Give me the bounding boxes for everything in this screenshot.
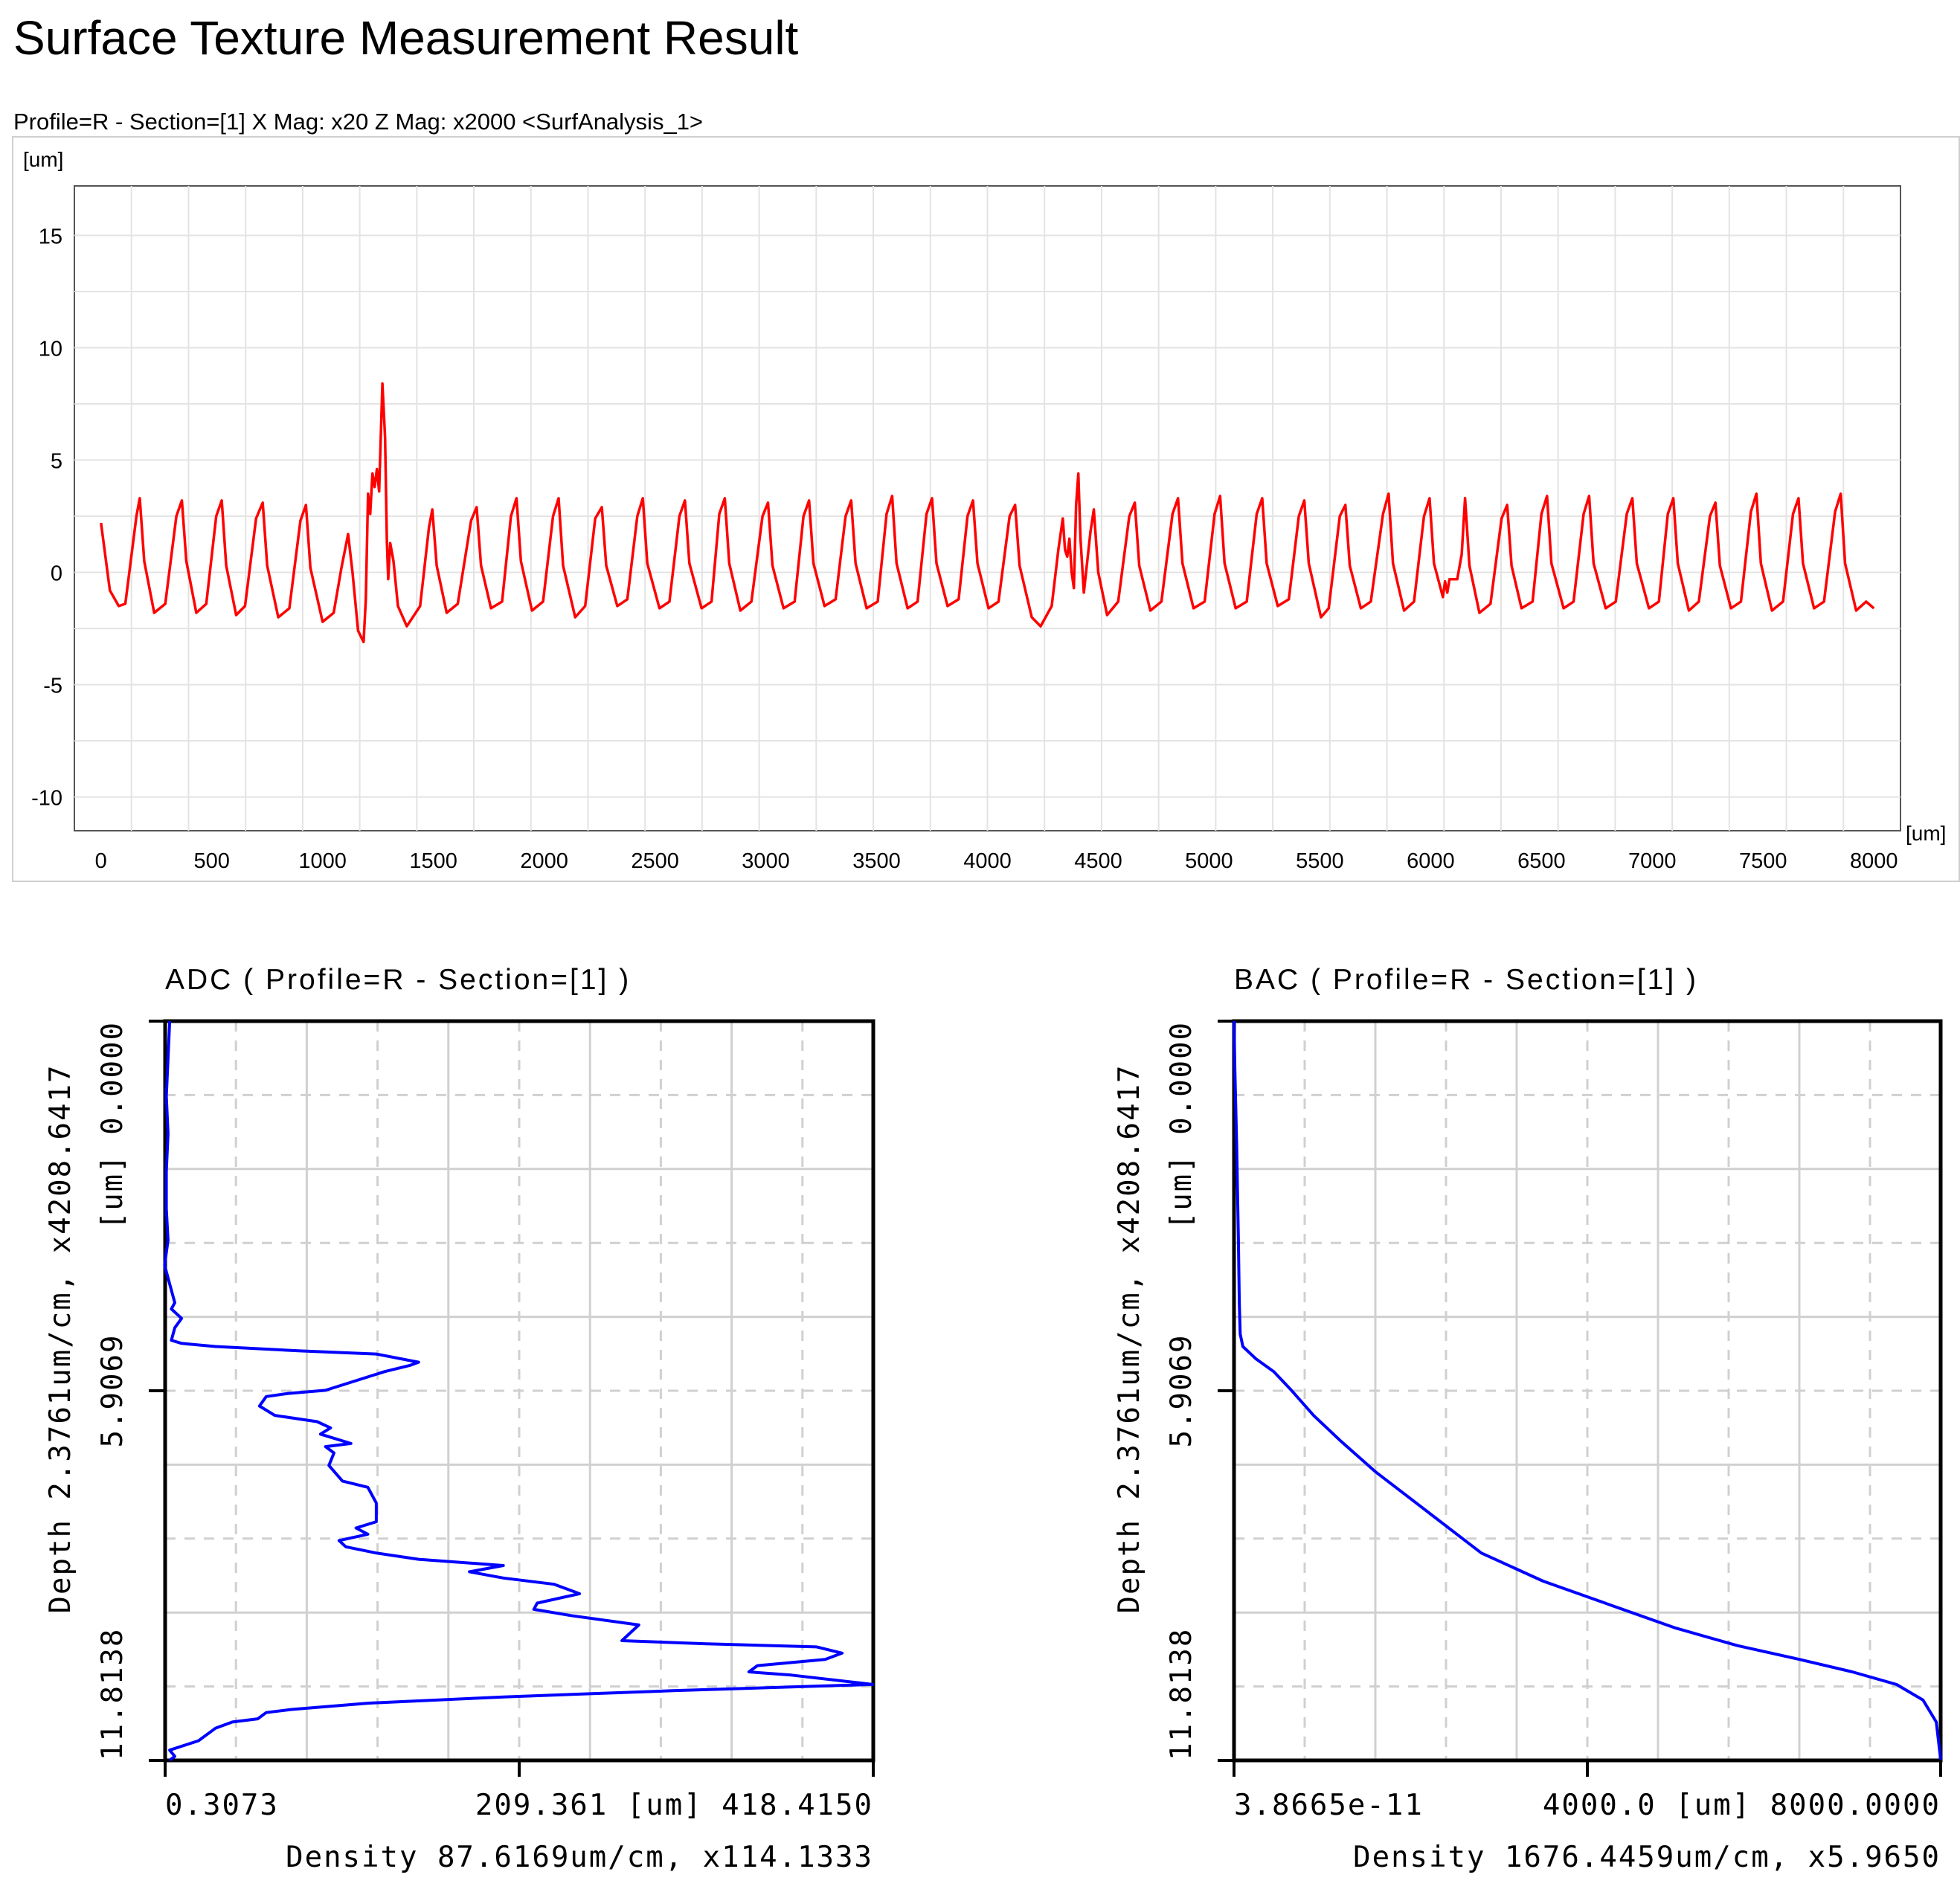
bac-x-axis-label: Density 1676.4459um/cm, x5.9650	[1353, 1841, 1941, 1874]
profile-y-tick-label: -5	[43, 675, 62, 698]
profile-x-tick-label: 2500	[631, 849, 679, 873]
profile-x-tick-label: 8000	[1850, 849, 1898, 873]
profile-x-unit-label: [um]	[1906, 822, 1946, 845]
profile-x-tick-label: 5000	[1185, 849, 1233, 873]
profile-x-tick-label: 4000	[963, 849, 1012, 873]
adc-y-tick-label: 5.9069	[96, 1334, 129, 1448]
bac-x-tick-label: 3.8665e-11	[1234, 1789, 1424, 1822]
bac-y-tick-label: 11.8138	[1165, 1628, 1198, 1760]
bac-y-tick-label: 5.9069	[1165, 1334, 1198, 1448]
adc-y-axis-label: Depth 2.3761um/cm, x4208.6417	[44, 1064, 77, 1614]
bac-chart-title: BAC ( Profile=R - Section=[1] )	[1234, 964, 1698, 996]
profile-y-tick-label: 5	[51, 450, 62, 474]
profile-x-tick-label: 6000	[1407, 849, 1455, 873]
bac-y-tick-label: [um] 0.0000	[1165, 1021, 1198, 1229]
adc-series-line	[163, 1020, 875, 1762]
profile-y-tick-label: -10	[31, 787, 62, 811]
adc-y-tick-label: 11.8138	[96, 1628, 129, 1760]
profile-x-tick-label: 1500	[409, 849, 457, 873]
adc-chart-title: ADC ( Profile=R - Section=[1] )	[165, 964, 631, 996]
profile-x-tick-label: 2000	[520, 849, 568, 873]
profile-y-tick-label: 15	[39, 225, 62, 248]
profile-x-tick-label: 4500	[1074, 849, 1122, 873]
adc-y-tick-label: [um] 0.0000	[96, 1021, 129, 1229]
profile-x-tick-label: 1000	[298, 849, 347, 873]
adc-x-axis-label: Density 87.6169um/cm, x114.1333	[286, 1841, 873, 1874]
bac-series-line	[1233, 1020, 1942, 1760]
profile-series-line	[100, 382, 1875, 643]
profile-x-tick-label: 5500	[1296, 849, 1344, 873]
adc-x-tick-label: 209.361 [um] 418.4150	[475, 1789, 873, 1822]
profile-x-tick-label: 7500	[1739, 849, 1787, 873]
profile-y-tick-label: 10	[39, 338, 62, 361]
adc-x-tick-label: 0.3073	[165, 1789, 279, 1822]
profile-x-tick-label: 0	[95, 849, 107, 873]
bac-y-axis-label: Depth 2.3761um/cm, x4208.6417	[1113, 1064, 1146, 1614]
profile-x-tick-label: 7000	[1628, 849, 1677, 873]
bac-chart: BAC ( Profile=R - Section=[1] ) 3.8665e-1…	[1113, 964, 1943, 1874]
profile-x-tick-label: 6500	[1517, 849, 1566, 873]
profile-y-unit-label: [um]	[23, 148, 63, 171]
bac-x-tick-label: 4000.0 [um] 8000.0000	[1543, 1789, 1941, 1822]
profile-x-tick-label: 3500	[852, 849, 901, 873]
page-title: Surface Texture Measurement Result	[13, 11, 799, 65]
profile-info: Profile=R - Section=[1] X Mag: x20 Z Mag…	[13, 109, 704, 135]
profile-chart: 0 500 1000 1500 2000 2500 3000 3500 4000 4500 5000…	[23, 148, 1946, 873]
profile-y-tick-label: 0	[51, 562, 62, 586]
profile-x-tick-label: 500	[194, 849, 230, 873]
adc-chart: ADC ( Profile=R - Section=[1] ) 0.3073 209…	[44, 964, 875, 1874]
profile-x-tick-label: 3000	[742, 849, 790, 873]
